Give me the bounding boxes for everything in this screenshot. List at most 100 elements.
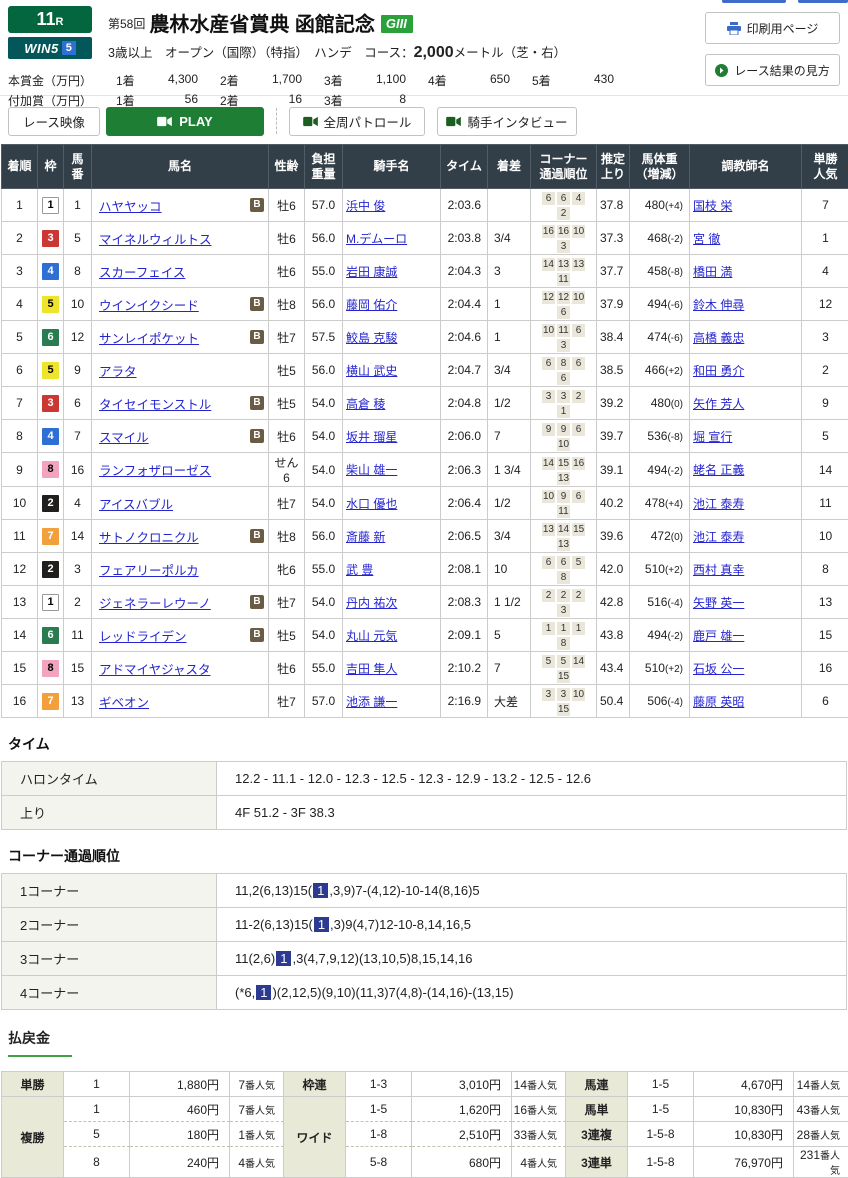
jockey-link[interactable]: 岩田 康誠 — [346, 265, 397, 279]
horse-name-link[interactable]: サンレイポケット — [99, 332, 199, 346]
payout-combination: 1-8 — [346, 1122, 412, 1147]
jockey-link[interactable]: 斎藤 新 — [346, 530, 385, 544]
jockey-link[interactable]: M.デムーロ — [346, 232, 407, 246]
horse-name-link[interactable]: アイスバブル — [99, 498, 173, 512]
payout-amount: 4,670円 — [694, 1072, 794, 1097]
patrol-video-button[interactable]: 全周パトロール — [289, 107, 425, 136]
trainer-link[interactable]: 和田 勇介 — [693, 364, 744, 378]
trainer-link[interactable]: 鈴木 伸尋 — [693, 298, 744, 312]
trainer-link[interactable]: 藤原 英昭 — [693, 695, 744, 709]
jockey-link[interactable]: 横山 武史 — [346, 364, 397, 378]
horse-name-link[interactable]: フェアリーポルカ — [99, 564, 199, 578]
play-label: PLAY — [179, 114, 212, 129]
race-video-label: レース映像 — [8, 107, 100, 136]
horse-name-link[interactable]: スマイル — [99, 431, 149, 445]
trainer-link[interactable]: 橋田 満 — [693, 265, 732, 279]
payout-popularity: 33番人気 — [512, 1122, 566, 1147]
trainer-link[interactable]: 池江 泰寿 — [693, 530, 744, 544]
horse-weight-diff: (+2) — [665, 664, 683, 675]
jockey-link[interactable]: 吉田 隼人 — [346, 662, 397, 676]
horse-weight: 536(-8) — [630, 420, 690, 453]
horse-weight: 468(-2) — [630, 222, 690, 255]
win-popularity: 4 — [802, 255, 848, 288]
horse-number: 4 — [64, 487, 92, 520]
jockey-link[interactable]: 高倉 稜 — [346, 397, 385, 411]
frame-cell: 6 — [38, 321, 64, 354]
column-header: 単勝 人気 — [802, 145, 848, 189]
corner-position-chip: 3 — [557, 604, 570, 617]
trainer-link[interactable]: 高橋 義忠 — [693, 331, 744, 345]
print-page-button[interactable]: 印刷用ページ — [705, 12, 840, 44]
horse-name-link[interactable]: レッドライデン — [99, 630, 187, 644]
margin: 1/2 — [488, 487, 531, 520]
trainer-link[interactable]: 池江 泰寿 — [693, 497, 744, 511]
estimated-agari: 38.5 — [597, 354, 630, 387]
corner-position-chip: 10 — [572, 688, 585, 701]
jockey-cell: 丸山 元気 — [343, 619, 441, 652]
horse-number: 8 — [64, 255, 92, 288]
finish-position: 5 — [2, 321, 38, 354]
estimated-agari: 37.8 — [597, 189, 630, 222]
win-popularity: 8 — [802, 553, 848, 586]
horse-weight: 472(0) — [630, 520, 690, 553]
horse-name-link[interactable]: スカーフェイス — [99, 266, 185, 280]
horse-name-link[interactable]: アラタ — [99, 365, 137, 379]
horse-name-link[interactable]: アドマイヤジャスタ — [99, 663, 211, 677]
horse-number: 5 — [64, 222, 92, 255]
trainer-cell: 矢野 英一 — [690, 586, 802, 619]
trainer-link[interactable]: 矢野 英一 — [693, 596, 744, 610]
horse-name-link[interactable]: ウインイクシード — [99, 299, 199, 313]
horse-weight-diff: (0) — [671, 399, 683, 410]
jockey-link[interactable]: 浜中 俊 — [346, 199, 385, 213]
horse-name-link[interactable]: ジェネラーレウーノ — [99, 597, 211, 611]
carried-weight: 54.0 — [305, 619, 343, 652]
jockey-link[interactable]: 丸山 元気 — [346, 629, 397, 643]
time-row-value: 4F 51.2 - 3F 38.3 — [217, 796, 847, 830]
horse-name-link[interactable]: マイネルウィルトス — [99, 233, 212, 247]
blinkers-badge: B — [250, 297, 264, 311]
sex-age: 牡7 — [269, 321, 305, 354]
corner-position-chip: 6 — [572, 490, 585, 503]
horse-name-link[interactable]: タイセイモンストル — [99, 398, 211, 412]
trainer-link[interactable]: 蛯名 正義 — [693, 463, 744, 477]
horse-weight-diff: (+2) — [665, 366, 683, 377]
sex-age: 牝6 — [269, 553, 305, 586]
frame-badge: 4 — [42, 263, 59, 280]
trainer-cell: 石坂 公一 — [690, 652, 802, 685]
jockey-link[interactable]: 坂井 瑠星 — [346, 430, 397, 444]
jockey-link[interactable]: 藤岡 佑介 — [346, 298, 397, 312]
frame-badge: 7 — [42, 528, 59, 545]
trainer-link[interactable]: 堀 宣行 — [693, 430, 732, 444]
horse-name-link[interactable]: ハヤヤッコ — [99, 200, 162, 214]
jockey-cell: 坂井 瑠星 — [343, 420, 441, 453]
jockey-link[interactable]: 鮫島 克駿 — [346, 331, 397, 345]
trainer-link[interactable]: 西村 真幸 — [693, 563, 744, 577]
jockey-interview-button[interactable]: 騎手インタビュー — [437, 107, 577, 136]
jockey-link[interactable]: 柴山 雄一 — [346, 463, 397, 477]
trainer-link[interactable]: 矢作 芳人 — [693, 397, 744, 411]
jockey-link[interactable]: 水口 優也 — [346, 497, 397, 511]
results-guide-button[interactable]: レース結果の見方 — [705, 54, 840, 86]
jockey-link[interactable]: 武 豊 — [346, 563, 373, 577]
carried-weight: 54.0 — [305, 387, 343, 420]
results-header-row: 着順枠馬 番馬名性齢負担 重量騎手名タイム着差コーナー 通過順位推定 上り馬体重… — [2, 145, 848, 189]
trainer-link[interactable]: 国枝 栄 — [693, 199, 732, 213]
trainer-link[interactable]: 石坂 公一 — [693, 662, 744, 676]
play-button[interactable]: PLAY — [106, 107, 264, 136]
horse-name-link[interactable]: ギベオン — [99, 696, 149, 710]
jockey-link[interactable]: 池添 謙一 — [346, 695, 397, 709]
jockey-link[interactable]: 丹内 祐次 — [346, 596, 397, 610]
horse-name-link[interactable]: ランフォザローゼス — [99, 464, 211, 478]
trainer-link[interactable]: 鹿戸 雄一 — [693, 629, 744, 643]
trainer-link[interactable]: 宮 徹 — [693, 232, 720, 246]
horse-name-link[interactable]: サトノクロニクル — [99, 531, 199, 545]
jockey-cell: 武 豊 — [343, 553, 441, 586]
grade-badge: GIII — [381, 15, 413, 33]
results-table: 着順枠馬 番馬名性齢負担 重量騎手名タイム着差コーナー 通過順位推定 上り馬体重… — [1, 144, 848, 718]
column-header: 調教師名 — [690, 145, 802, 189]
